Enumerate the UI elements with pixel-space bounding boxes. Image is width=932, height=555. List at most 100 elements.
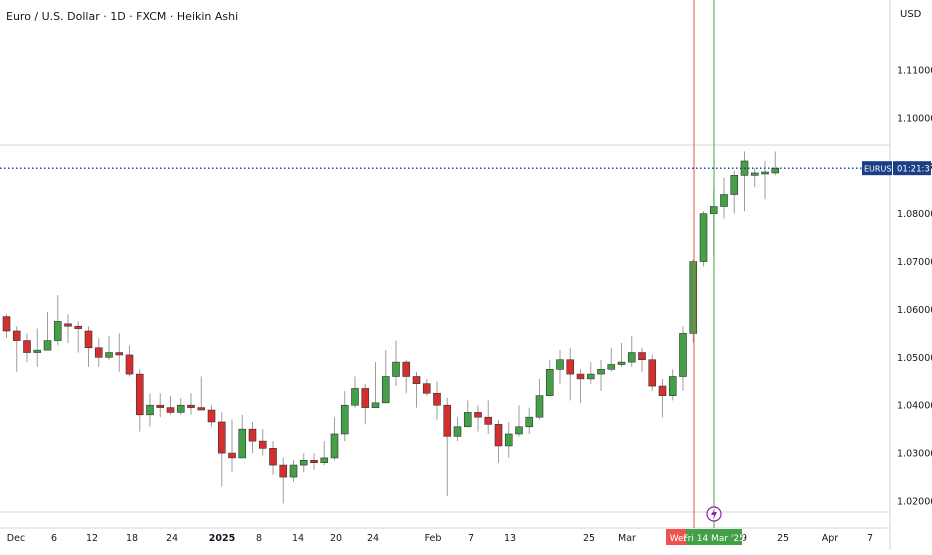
candle-body (23, 340, 31, 353)
time-axis[interactable]: Dec 6 12 18 24 2025 8 14 20 24 Feb 7 13 25 Mar 9 25 Apr 7 (7, 533, 873, 544)
candle-body (125, 354, 134, 375)
symbol-label: EURUSD (864, 165, 898, 174)
candle-body (207, 409, 216, 423)
candle-body (258, 440, 267, 449)
candle-body (371, 402, 380, 408)
candle-body (299, 459, 308, 466)
candle-body (689, 261, 698, 334)
candle-body (607, 364, 616, 370)
candle-body (392, 361, 400, 377)
candle-body (679, 333, 687, 377)
candle-body (2, 316, 11, 332)
candle-body (576, 373, 585, 380)
time-tick-label: 20 (330, 533, 342, 544)
candle-body (94, 347, 103, 358)
time-tick-label: 7 (867, 533, 873, 544)
price-tick-label: 1.06000 (897, 305, 932, 316)
candle-body (720, 194, 728, 207)
candle-body (33, 349, 42, 353)
candle-body (627, 352, 636, 363)
candle-body (289, 464, 298, 478)
candle-body (330, 433, 339, 459)
time-tick-label: 2025 (209, 533, 235, 544)
candle-body (156, 404, 165, 408)
candle-body (597, 369, 605, 375)
red-date-label: Wed (670, 534, 690, 544)
candle-body (340, 404, 349, 435)
candle-body (730, 175, 739, 195)
candle-body (494, 424, 503, 447)
price-tick-label: 1.07000 (897, 257, 932, 268)
candle-body (761, 171, 769, 175)
price-tick-label: 1.11000 (897, 66, 932, 77)
price-axis[interactable]: 1.110001.100001.090001.080001.070001.060… (897, 66, 932, 508)
candle-body (515, 426, 523, 435)
candle-body (422, 383, 431, 394)
candle-body (187, 404, 195, 408)
countdown-label: 01:21:31 (897, 165, 932, 175)
candles-layer (2, 151, 780, 504)
candle-body (668, 376, 677, 396)
candle-body (443, 404, 452, 437)
chart-title: Euro / U.S. Dollar · 1D · FXCM · Heikin … (6, 10, 239, 23)
candle-body (402, 361, 411, 377)
candle-body (648, 359, 657, 387)
candle-body (176, 404, 185, 413)
candle-body (135, 373, 144, 416)
candle-body (217, 421, 226, 454)
price-tick-label: 1.02000 (897, 497, 932, 508)
candle-body (166, 407, 175, 413)
price-tick-label: 1.03000 (897, 449, 932, 460)
time-tick-label: 18 (126, 533, 138, 544)
candle-body (566, 359, 575, 375)
candle-body (351, 388, 359, 406)
candle-body (771, 167, 780, 174)
candle-body (64, 323, 72, 327)
time-tick-label: 25 (777, 533, 789, 544)
candle-body (484, 416, 493, 425)
time-tick-label: Mar (618, 533, 636, 544)
time-tick-label: 24 (166, 533, 178, 544)
candle-body (269, 448, 277, 466)
candle-body (105, 352, 113, 358)
candle-body (699, 213, 708, 262)
candle-body (146, 404, 154, 416)
time-tick-label: Dec (7, 533, 25, 544)
candle-body (248, 428, 257, 442)
currency-label[interactable]: USD (900, 9, 922, 20)
candle-body (320, 457, 329, 463)
candle-body (12, 330, 21, 341)
candle-body (115, 352, 124, 356)
candle-body (525, 416, 534, 428)
candle-body (84, 330, 93, 349)
symbol-tag (862, 161, 892, 176)
candle-body (74, 325, 83, 329)
candle-body (279, 464, 288, 478)
time-tick-label: 25 (583, 533, 595, 544)
time-tick-label: 12 (86, 533, 98, 544)
lightning-icon-bolt (711, 508, 717, 520)
green-date-label: Fri 14 Mar '25 (683, 534, 745, 544)
candle-body (535, 395, 544, 418)
candle-body (361, 388, 370, 408)
time-tick-label: 13 (504, 533, 516, 544)
price-tick-label: 1.10000 (897, 113, 932, 124)
price-tick-label: 1.08000 (897, 209, 932, 220)
candle-body (545, 369, 554, 396)
candle-body (381, 376, 390, 404)
candle-body (53, 321, 62, 341)
time-tick-label: 24 (367, 533, 379, 544)
candle-body (474, 412, 482, 418)
candle-body (228, 452, 236, 459)
time-tick-label: 9 (741, 533, 747, 544)
time-tick-label: 14 (292, 533, 304, 544)
candle-body (433, 392, 441, 406)
candle-body (750, 172, 759, 176)
candle-body (238, 428, 247, 459)
green-date-tag[interactable] (686, 529, 742, 545)
candle-body (453, 426, 462, 437)
candle-body (617, 361, 626, 365)
